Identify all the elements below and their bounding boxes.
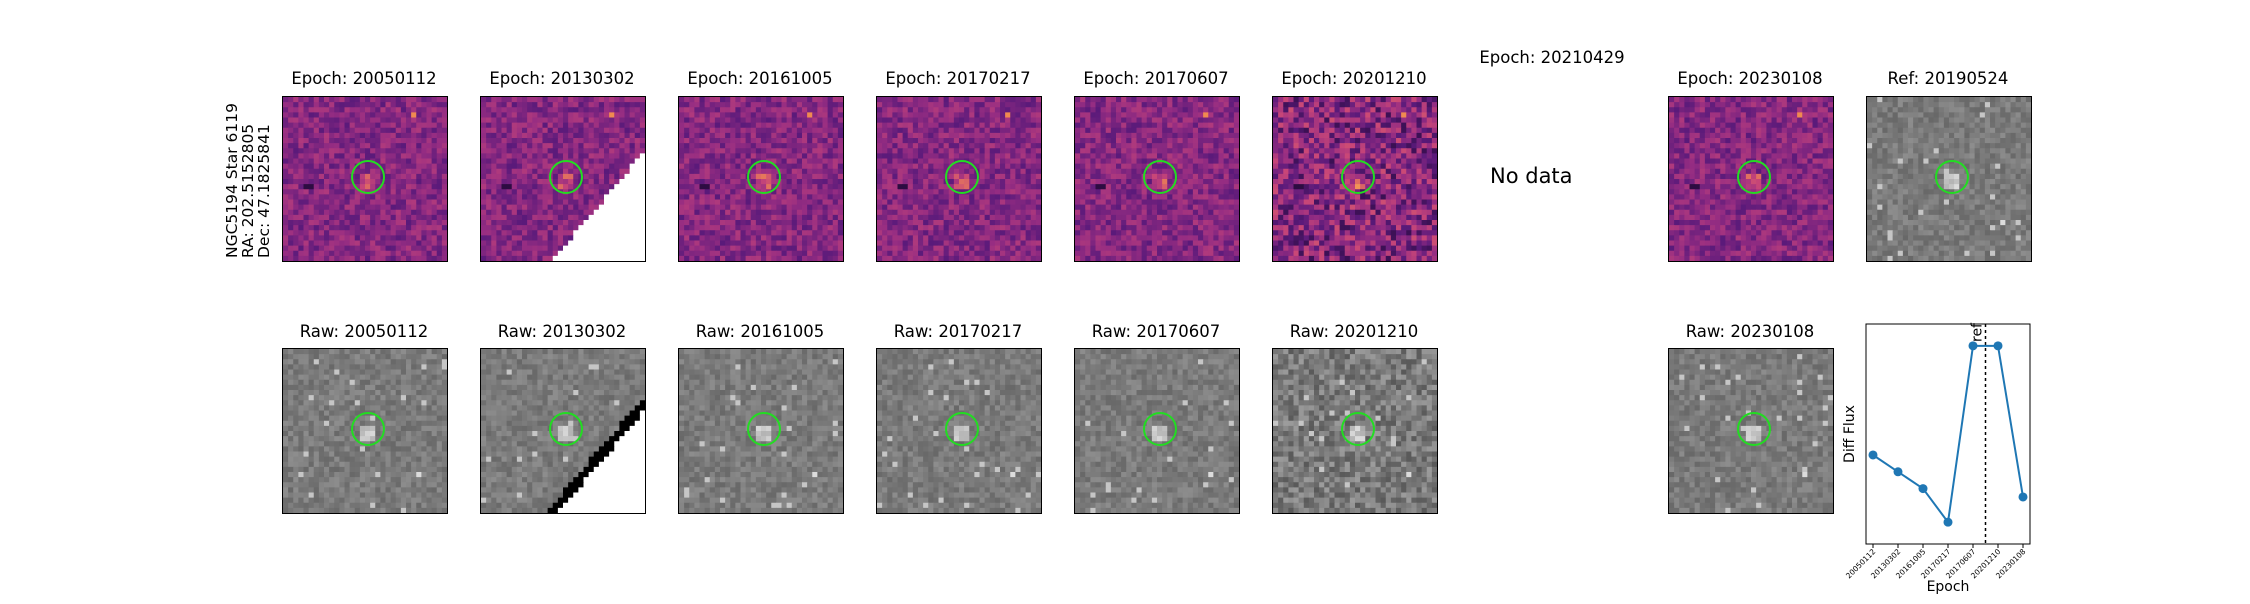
difference-image — [678, 96, 844, 262]
diff-panel-title: Epoch: 20161005 — [658, 69, 862, 88]
data-point — [1969, 341, 1978, 350]
diff-panel-title: Epoch: 20210429 — [1450, 48, 1654, 67]
raw-panel-title: Raw: 20130302 — [460, 322, 664, 341]
difference-image — [480, 96, 646, 262]
no-data-message: No data — [1490, 164, 1573, 188]
data-point — [1869, 450, 1878, 459]
raw-panel-title: Raw: 20170217 — [856, 322, 1060, 341]
y-axis-label: Diff Flux — [1842, 405, 1858, 463]
raw-panel-title: Raw: 20170607 — [1054, 322, 1258, 341]
data-point — [2019, 492, 2028, 501]
raw-panel-title: Raw: 20161005 — [658, 322, 862, 341]
difference-image — [282, 96, 448, 262]
diff-panel-title: Epoch: 20050112 — [262, 69, 466, 88]
plot-frame — [1866, 324, 2030, 544]
diff-panel-title: Ref: 20190524 — [1846, 69, 2050, 88]
diff-panel-title: Epoch: 20201210 — [1252, 69, 1456, 88]
diff-panel-title: Epoch: 20130302 — [460, 69, 664, 88]
reference-image — [1866, 96, 2032, 262]
diff-panel-title: Epoch: 20170217 — [856, 69, 1060, 88]
diff-panel-title: Epoch: 20170607 — [1054, 69, 1258, 88]
data-point — [1919, 484, 1928, 493]
reference-label: ref — [1970, 322, 1986, 342]
difference-image — [1668, 96, 1834, 262]
data-point — [1944, 518, 1953, 527]
light-curve-svg: ref2005011220130302201610052017021720170… — [1840, 322, 2050, 600]
data-point — [1994, 341, 2003, 350]
star-dec: Dec: 47.1825841 — [255, 124, 273, 258]
raw-image — [1272, 348, 1438, 514]
raw-image — [876, 348, 1042, 514]
raw-image — [282, 348, 448, 514]
diff-flux-line — [1873, 346, 2023, 522]
difference-image — [1074, 96, 1240, 262]
raw-panel-title: Raw: 20201210 — [1252, 322, 1456, 341]
diff-panel-title: Epoch: 20230108 — [1648, 69, 1852, 88]
x-axis-label: Epoch — [1927, 579, 1970, 595]
raw-image — [1074, 348, 1240, 514]
difference-image — [876, 96, 1042, 262]
raw-panel-title: Raw: 20050112 — [262, 322, 466, 341]
raw-panel-title: Raw: 20230108 — [1648, 322, 1852, 341]
raw-image — [480, 348, 646, 514]
raw-image — [678, 348, 844, 514]
raw-image — [1668, 348, 1834, 514]
data-point — [1894, 467, 1903, 476]
difference-image — [1272, 96, 1438, 262]
